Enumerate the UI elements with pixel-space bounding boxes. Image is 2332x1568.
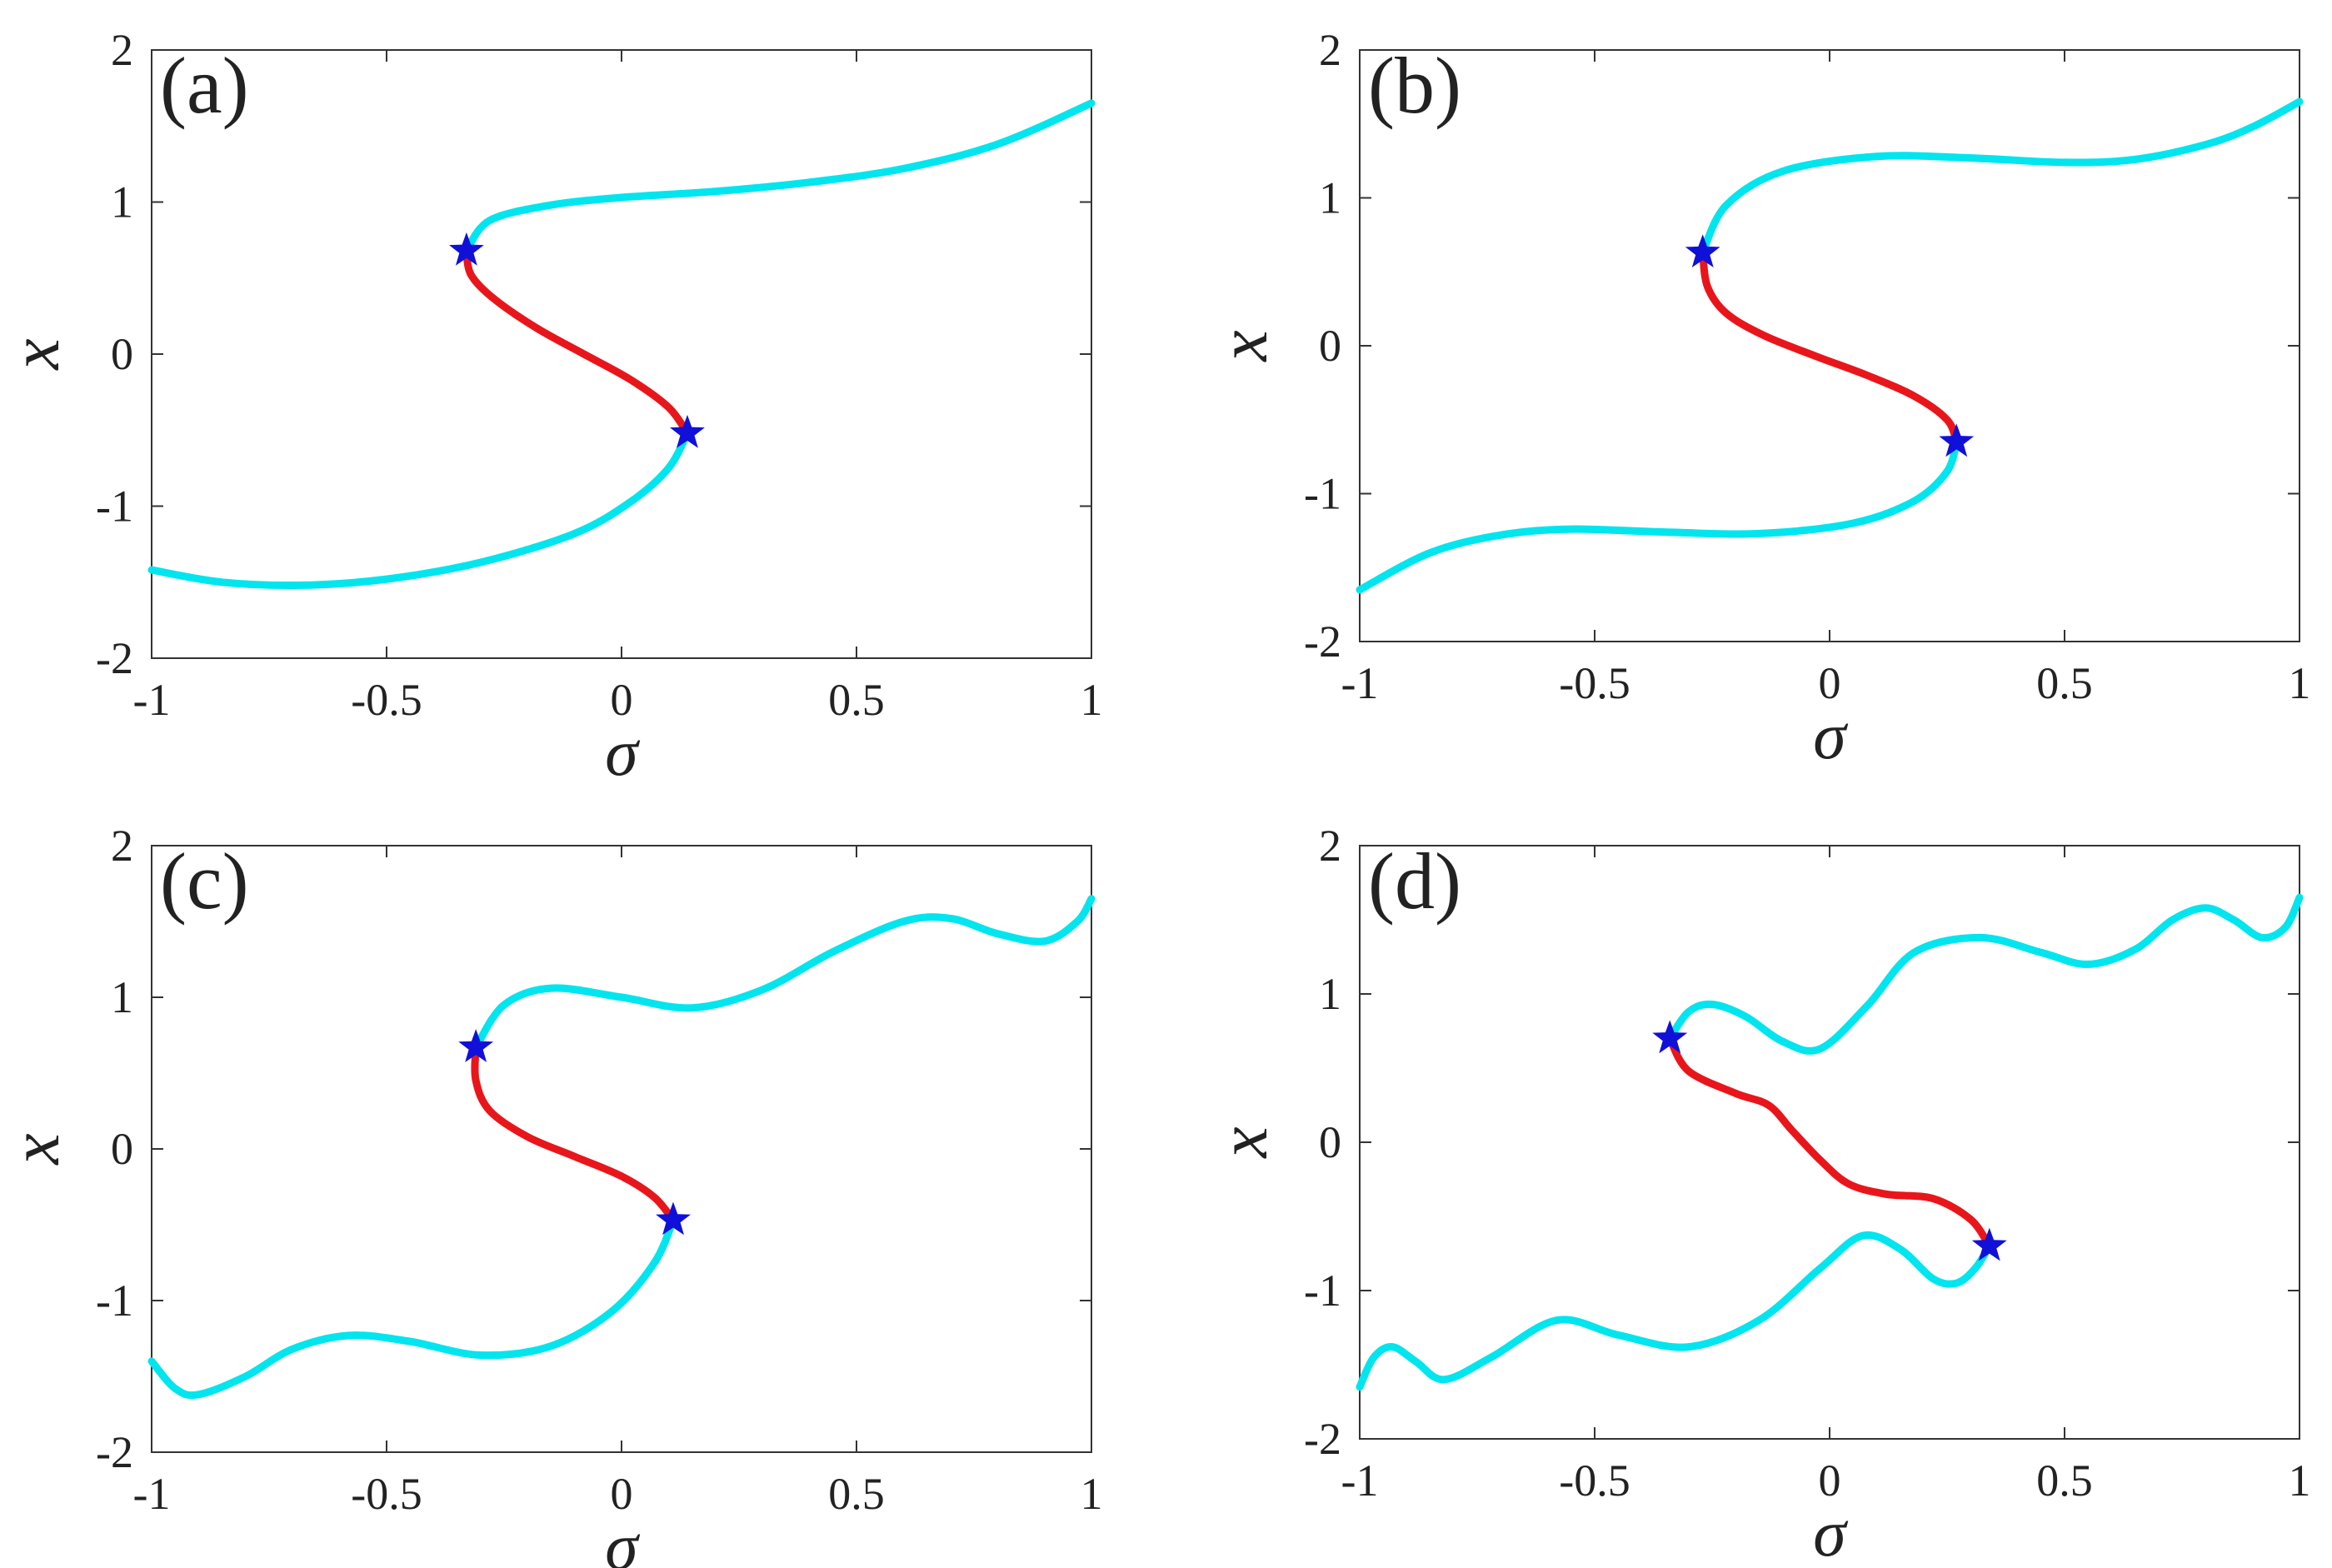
series-stable-lower bbox=[147, 429, 692, 590]
bifurcation-star-marker bbox=[458, 1029, 494, 1062]
x-tick-label: 1 bbox=[2289, 658, 2311, 708]
y-tick-label: 2 bbox=[1319, 821, 1341, 871]
series-unstable bbox=[462, 247, 692, 437]
panel-label-c: (c) bbox=[160, 836, 249, 926]
y-tick-label: 1 bbox=[111, 972, 133, 1022]
series-stable-lower bbox=[1356, 1231, 1994, 1391]
x-tick-label: -0.5 bbox=[351, 675, 422, 725]
series-stable-lower bbox=[147, 1216, 677, 1400]
x-tick-label: 0.5 bbox=[2036, 1456, 2093, 1506]
series-stable-lower bbox=[1356, 437, 1960, 594]
y-tick-label: -2 bbox=[1304, 617, 1341, 667]
panel-label-b: (b) bbox=[1368, 41, 1461, 130]
x-tick-label: -0.5 bbox=[1559, 658, 1630, 708]
x-tick-label: 0.5 bbox=[2036, 658, 2093, 708]
y-tick-label: -2 bbox=[1304, 1414, 1341, 1464]
x-tick-label: 0 bbox=[611, 675, 633, 725]
series-unstable bbox=[1665, 1034, 1994, 1251]
series-stable-upper bbox=[1699, 97, 2304, 257]
y-tick-label: -1 bbox=[96, 482, 133, 532]
y-tick-label: 1 bbox=[1319, 173, 1341, 223]
x-tick-label: 1 bbox=[2289, 1456, 2311, 1506]
x-tick-label: -1 bbox=[133, 675, 171, 725]
x-tick-label: 1 bbox=[1081, 675, 1103, 725]
y-axis-label: x bbox=[0, 338, 74, 371]
y-tick-label: -1 bbox=[96, 1276, 133, 1326]
x-tick-label: -1 bbox=[133, 1469, 171, 1519]
panel-label-d: (d) bbox=[1368, 836, 1461, 926]
bifurcation-star-marker bbox=[449, 232, 484, 266]
y-tick-label: 0 bbox=[111, 329, 133, 379]
x-tick-label: -1 bbox=[1341, 658, 1379, 708]
x-tick-label: -0.5 bbox=[351, 1469, 422, 1519]
x-tick-label: 0.5 bbox=[828, 675, 885, 725]
y-tick-label: 0 bbox=[111, 1124, 133, 1174]
y-tick-label: -2 bbox=[96, 633, 133, 683]
x-tick-label: -0.5 bbox=[1559, 1456, 1630, 1506]
series-stable-upper bbox=[472, 895, 1096, 1051]
y-tick-label: 0 bbox=[1319, 321, 1341, 371]
y-tick-label: 1 bbox=[111, 177, 133, 227]
x-tick-label: -1 bbox=[1341, 1456, 1379, 1506]
y-tick-label: 0 bbox=[1319, 1117, 1341, 1167]
series-unstable bbox=[1699, 248, 1960, 446]
x-axis-label: σ bbox=[1813, 700, 1848, 773]
y-tick-label: 2 bbox=[111, 821, 133, 871]
x-axis-label: σ bbox=[1813, 1497, 1848, 1568]
series-unstable bbox=[471, 1043, 677, 1224]
panel-label-a: (a) bbox=[160, 41, 249, 130]
x-tick-label: 0.5 bbox=[828, 1469, 885, 1519]
series-stable-upper bbox=[1665, 893, 2304, 1055]
bifurcation-star-marker bbox=[1652, 1020, 1688, 1054]
y-tick-label: -1 bbox=[1304, 469, 1341, 519]
y-tick-label: 2 bbox=[1319, 25, 1341, 75]
bifurcation-star-marker bbox=[656, 1201, 691, 1236]
bifurcation-star-marker bbox=[1939, 423, 1975, 457]
y-tick-label: 1 bbox=[1319, 969, 1341, 1019]
y-tick-label: -2 bbox=[96, 1427, 133, 1477]
y-axis-label: x bbox=[0, 1133, 74, 1166]
x-axis-label: σ bbox=[605, 717, 640, 790]
y-axis-label: x bbox=[1205, 330, 1282, 362]
x-tick-label: 1 bbox=[1081, 1469, 1103, 1519]
series-stable-upper bbox=[462, 99, 1096, 255]
bifurcation-star-marker bbox=[670, 414, 705, 448]
bifurcation-star-marker bbox=[1971, 1227, 2007, 1261]
bifurcation-star-marker bbox=[1685, 234, 1720, 267]
x-tick-label: 0 bbox=[1819, 1456, 1841, 1506]
x-tick-label: 0 bbox=[1819, 658, 1841, 708]
y-tick-label: -1 bbox=[1304, 1266, 1341, 1316]
x-tick-label: 0 bbox=[611, 1469, 633, 1519]
y-axis-label: x bbox=[1205, 1126, 1282, 1159]
x-axis-label: σ bbox=[605, 1511, 640, 1568]
y-tick-label: 2 bbox=[111, 25, 133, 75]
